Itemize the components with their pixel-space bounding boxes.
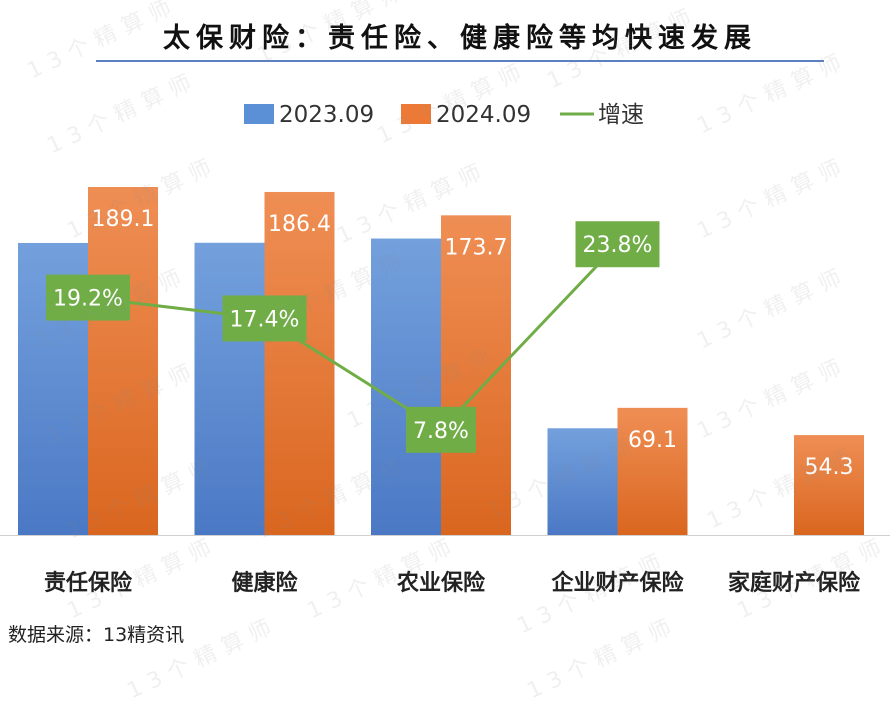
bar-2024-label-1: 186.4 [268,212,331,237]
growth-label-box-0 [46,274,130,321]
category-label-4: 家庭财产保险 [728,570,861,596]
growth-label-3: 23.8% [583,233,653,258]
growth-label-0: 19.2% [53,287,123,312]
bar-2024-2 [441,215,511,535]
bar-2024-label-2: 173.7 [445,235,508,260]
bar-2023-3 [547,428,618,535]
chart-canvas: 189.1 责任保险 186.4 健康险 173.7 农业保险 69.1 企业财产保险 54.3… [0,102,890,596]
bar-2024-label-3: 69.1 [628,428,677,453]
bar-2024-0 [88,187,158,535]
legend-swatch-2024 [401,104,431,124]
category-label-0: 责任保险 [44,570,133,596]
bar-2023-2 [371,238,441,535]
bar-2023-1 [194,242,265,535]
growth-label-2: 7.8% [413,419,469,444]
growth-line [87,243,619,432]
legend-label-2023: 2023.09 [279,102,374,128]
chart-title: 太保财险：责任险、健康险等均快速发展 [163,23,757,54]
category-label-3: 企业财产保险 [550,570,684,596]
legend-label-2024: 2024.09 [436,102,531,128]
growth-label-1: 17.4% [230,307,300,332]
growth-label-box-2 [406,406,476,453]
category-label-1: 健康险 [231,570,298,596]
bar-2024-label-0: 189.1 [92,207,155,232]
growth-label-box-3 [575,221,660,268]
legend-label-growth: 增速 [598,102,644,128]
bar-2024-1 [264,191,335,535]
data-source-note: 数据来源：13精资讯 [8,624,185,646]
title-underline [96,60,824,62]
bar-2024-3 [617,407,688,535]
category-label-2: 农业保险 [396,570,486,596]
legend-swatch-2023 [244,104,274,124]
bar-2024-label-4: 54.3 [805,455,854,480]
bar-2024-4 [794,435,864,535]
growth-label-box-1 [222,295,307,342]
